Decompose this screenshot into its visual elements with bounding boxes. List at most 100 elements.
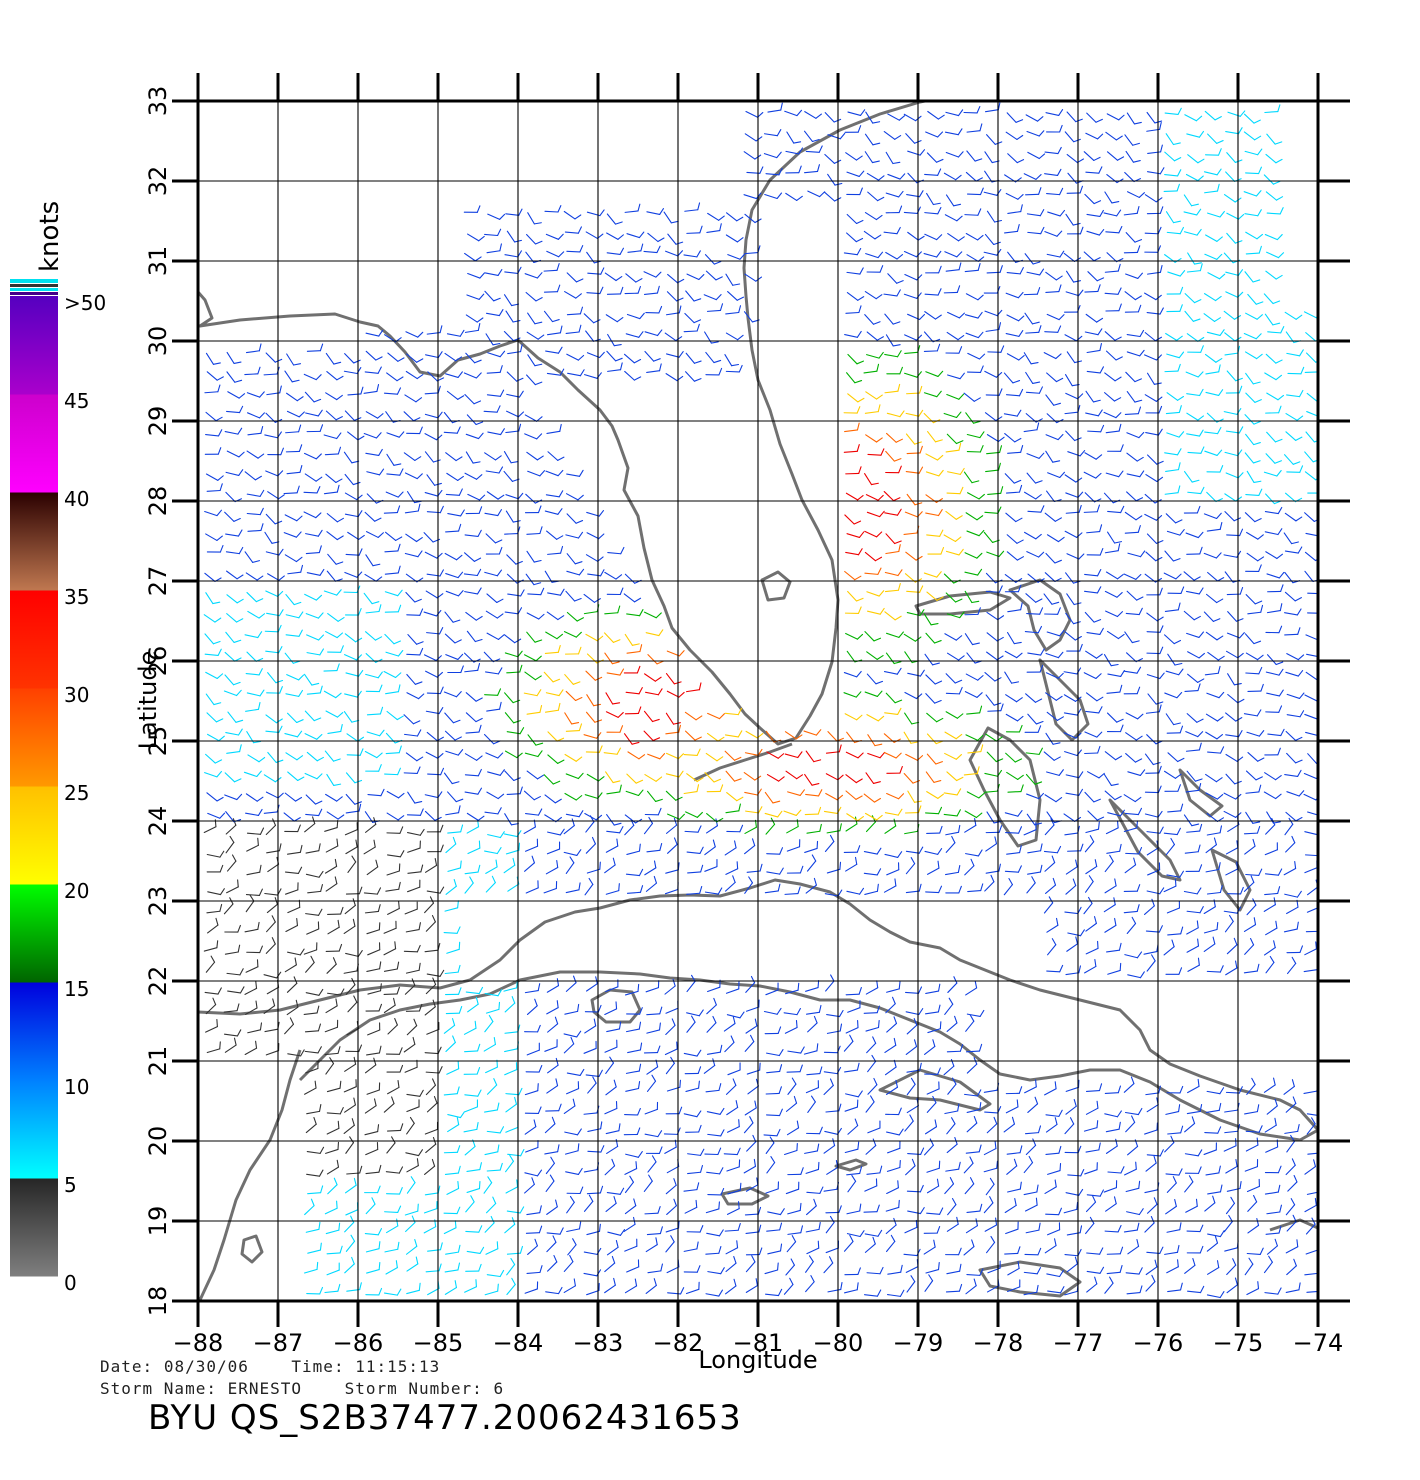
wind-barb [324,827,338,832]
wind-barb-feather [1299,349,1304,357]
wind-barb-feather [1053,402,1061,406]
wind-barb-feather [879,1165,883,1174]
wind-barb-feather [334,876,338,885]
wind-barb-feather [452,719,461,724]
wind-barb [724,847,737,856]
wind-barb [925,674,936,685]
wind-barb [826,1166,839,1175]
wind-barb-feather [737,334,744,341]
wind-barb-feather [892,996,896,1005]
wind-barb [1004,870,1019,873]
wind-barb-feather [319,685,323,694]
wind-barb [424,492,439,497]
wind-barb [1045,1123,1058,1133]
wind-barb [305,1067,319,1074]
wind-barb [1064,374,1073,387]
wind-barb [486,491,499,500]
wind-barb [725,868,739,875]
colorbar-band-15-20 [10,884,58,983]
wind-barb [583,734,598,739]
wind-barb [1203,313,1216,322]
wind-barb [505,1093,520,1096]
wind-barb [627,751,640,760]
wind-barb-feather [796,1007,801,1016]
wind-barb [587,1082,597,1094]
wind-barb [344,1104,356,1113]
wind-barb [524,1126,537,1135]
wind-barb [1265,927,1278,936]
wind-barb [1306,1113,1318,1116]
wind-barb-feather [1178,405,1182,413]
wind-barb [465,991,480,995]
wind-barb [725,370,740,373]
wind-barb [484,571,498,577]
wind-barb [1304,471,1317,481]
wind-barb [1043,352,1057,360]
wind-barb [1203,513,1218,520]
wind-barb [563,1043,575,1054]
wind-barb [464,1050,479,1053]
wind-barb-feather [559,423,562,432]
wind-barb [464,753,478,761]
wind-barb-feather [233,639,242,643]
wind-barb-feather [238,451,245,458]
wind-barb [245,672,260,676]
wind-barb [1304,1272,1318,1276]
wind-barb [1046,631,1061,637]
wind-barb [1105,827,1119,835]
wind-barb-feather [498,309,504,317]
wind-barb [1303,311,1317,319]
wind-barb-feather [376,752,383,759]
wind-barb [504,1048,518,1053]
wind-barb [565,862,575,874]
wind-barb [1146,1104,1159,1113]
wind-barb [1046,534,1060,543]
wind-barb [723,1022,736,1032]
wind-barb-feather [1096,1100,1099,1109]
wind-barb-feather [1199,1224,1204,1233]
wind-barb [1286,1140,1296,1153]
wind-barb-feather [678,770,684,778]
wind-barb [1027,1103,1039,1114]
wind-barb [1086,631,1101,636]
wind-barb-feather [652,737,661,742]
wind-barb [565,690,577,702]
wind-barb-feather [897,1180,899,1189]
wind-barb [665,824,678,834]
wind-barb-feather [1177,757,1185,763]
wind-barb-feather [800,1167,804,1175]
wind-barb-feather [1078,788,1083,796]
wind-barb-feather [1096,586,1102,594]
wind-barb-feather [695,1199,698,1208]
wind-barb [1045,672,1059,679]
wind-barb-feather [419,808,424,816]
wind-barb-feather [819,1126,823,1135]
wind-barb [205,411,217,422]
wind-barb [387,352,399,362]
wind-barb [323,669,338,672]
wind-barb [1205,593,1218,604]
wind-barb-feather [339,988,345,996]
wind-barb [825,1221,835,1234]
wind-barb-feather [1159,1149,1164,1157]
wind-barb-feather [969,1156,974,1164]
wind-barb [525,493,536,504]
wind-barb-feather [1078,289,1084,297]
wind-barb-feather [1038,1222,1041,1231]
wind-barb [1104,550,1119,554]
wind-barb-feather [958,686,963,695]
wind-barb [226,613,238,623]
wind-barb-feather [216,1019,218,1028]
wind-barb-feather [513,720,521,724]
wind-barb [665,1241,675,1253]
wind-barb [404,908,418,915]
wind-barb-feather [318,545,322,554]
wind-barb-feather [418,1282,421,1291]
wind-barb-feather [236,1029,242,1037]
wind-barb-feather [1055,377,1064,383]
wind-barb [846,372,856,384]
wind-barb-feather [659,363,662,372]
wind-barb [485,866,498,874]
wind-barb-feather [397,357,405,362]
wind-barb [1205,731,1218,740]
